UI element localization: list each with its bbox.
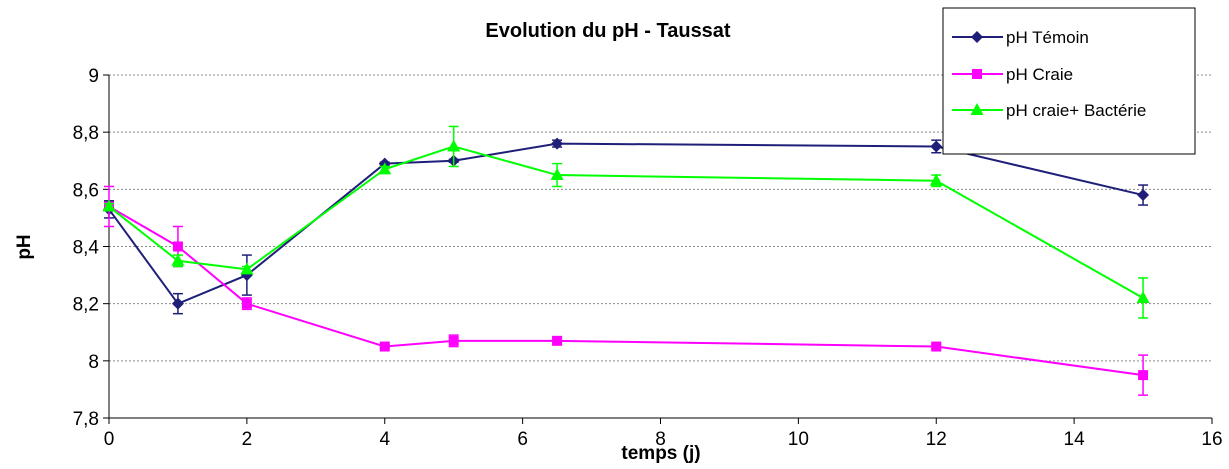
data-point-triangle [929,173,943,186]
data-point-square [379,341,390,352]
legend-triangle-marker [970,103,984,115]
x-axis-label: temps (j) [621,443,700,464]
series-layer [102,125,1150,396]
legend-diamond-marker [971,31,983,43]
x-tick-labels: 0 2 4 6 8 10 12 14 16 [104,429,1223,450]
legend-label: pH Craie [1006,65,1073,84]
legend-item-temoin: pH Témoin [952,28,1089,47]
data-point-square [448,335,459,346]
data-point-triangle [1136,290,1150,303]
x-tick-label: 4 [379,429,390,450]
series-line [108,205,1144,377]
x-tick-label: 8 [655,429,666,450]
y-tick-label: 7,8 [73,409,99,430]
y-tick-label: 8,4 [73,238,100,259]
data-point-square [1138,370,1149,381]
data-point-square [931,341,942,352]
data-point-diamond [1137,189,1150,202]
x-tick-label: 6 [517,429,528,450]
legend-label: pH Témoin [1006,28,1089,47]
y-tick-label: 8,2 [73,295,99,316]
legend-box [942,7,1196,155]
data-point-triangle [378,162,392,175]
series-1 [104,185,1149,396]
data-point-triangle [550,168,564,181]
data-point-square [552,335,563,346]
x-tick-label: 14 [1064,429,1086,450]
x-tick-label: 0 [104,429,115,450]
y-tick-label: 8,8 [73,123,99,144]
data-point-diamond [551,137,564,150]
data-point-triangle [447,139,461,152]
x-tick-label: 10 [788,429,809,450]
data-point-square [172,241,183,252]
axes [103,74,1213,424]
y-tick-label: 8,6 [73,180,99,201]
data-point-triangle [240,262,254,275]
y-tick-label: 8 [88,352,99,373]
data-point-square [241,298,252,309]
legend-item-craie-bacterie: pH craie+ Bactérie [952,101,1146,120]
chart-title: Evolution du pH - Taussat [485,20,731,42]
data-point-diamond [930,140,943,153]
legend-label: pH craie+ Bactérie [1006,101,1146,120]
y-tick-labels: 7,8 8 8,2 8,4 8,6 8,8 9 [73,66,100,430]
x-tick-label: 16 [1201,429,1222,450]
y-tick-label: 9 [88,66,99,87]
series-2 [102,125,1150,319]
y-axis-label: pH [14,234,35,259]
legend: pH Témoin pH Craie pH craie+ Bactérie [942,7,1196,155]
x-tick-label: 2 [242,429,253,450]
series-line [108,142,1144,305]
legend-square-marker [972,69,982,79]
data-point-diamond [171,297,184,310]
x-tick-label: 12 [926,429,947,450]
legend-item-craie: pH Craie [952,65,1073,84]
data-point-triangle [171,253,185,266]
series-line [108,145,1144,299]
data-point-triangle [102,199,116,212]
